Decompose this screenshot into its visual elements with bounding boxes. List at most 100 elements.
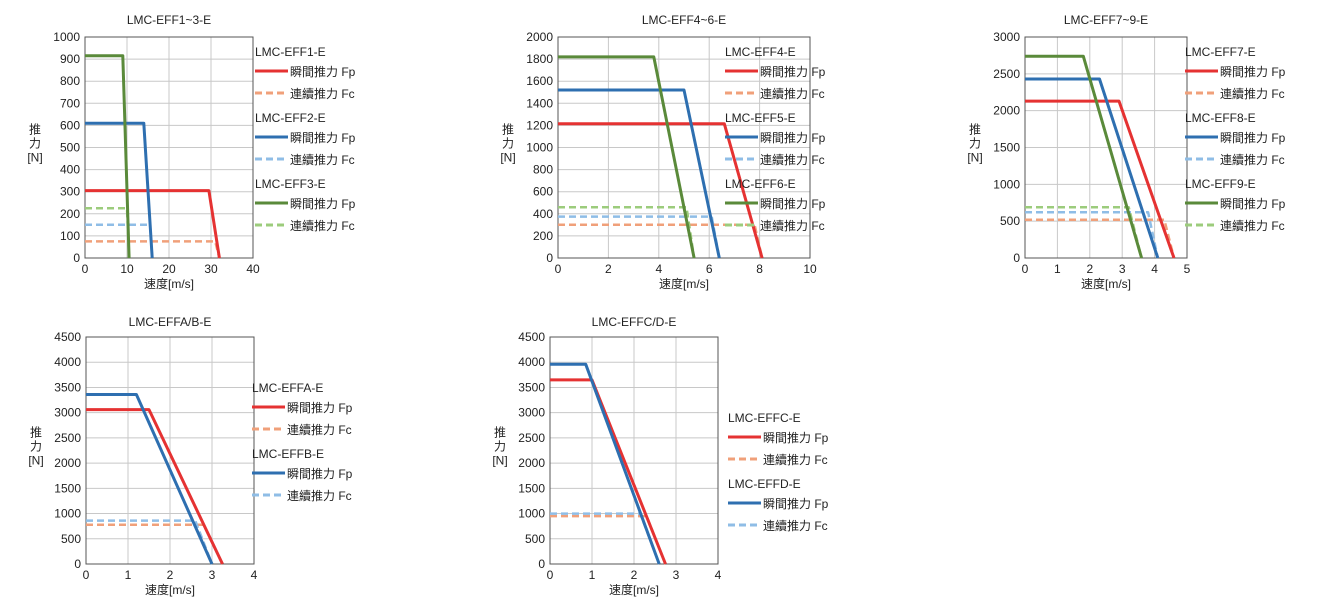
- y-tick-label: 0: [546, 251, 553, 265]
- chart-title: LMC-EFFC/D-E: [592, 315, 677, 329]
- legend-label: 瞬間推力 Fp: [763, 497, 829, 511]
- x-tick-label: 10: [120, 262, 134, 276]
- y-tick-label: 0: [73, 251, 80, 265]
- x-tick-label: 0: [1022, 262, 1029, 276]
- legend-label: 瞬間推力 Fp: [290, 131, 356, 145]
- y-tick-label: 0: [74, 557, 81, 571]
- legend-group-header: LMC-EFF4-E: [725, 45, 796, 59]
- chart-title: LMC-EFFA/B-E: [129, 315, 212, 329]
- chart-panel-eff1-3: LMC-EFF1~3-E 0 100 200 300 400 500 600 700 800 900…: [0, 0, 440, 300]
- series-line: [1025, 54, 1144, 259]
- y-tick-label: 0: [538, 557, 545, 571]
- y-tick-label: 200: [60, 207, 80, 221]
- y-axis-label: [N]: [27, 151, 42, 165]
- y-tick-label: 100: [60, 229, 80, 243]
- y-axis-label: 推: [494, 426, 506, 440]
- y-tick-label: 400: [533, 207, 553, 221]
- y-tick-label: 2500: [993, 67, 1020, 81]
- series-line: [85, 207, 131, 259]
- y-axis-label: [N]: [500, 151, 515, 165]
- chart-title: LMC-EFF4~6-E: [642, 13, 726, 27]
- y-tick-label: 500: [61, 532, 81, 546]
- plot-frame: [1024, 36, 1188, 259]
- y-axis-label: [N]: [28, 454, 43, 468]
- x-tick-label: 10: [803, 262, 817, 276]
- y-tick-label: 1200: [526, 118, 553, 132]
- y-axis-label: 推: [29, 123, 41, 137]
- y-tick-label: 800: [533, 163, 553, 177]
- series-line: [558, 223, 764, 259]
- series-line: [1025, 99, 1176, 259]
- series-line: [1025, 205, 1143, 259]
- legend-group-header: LMC-EFF6-E: [725, 177, 796, 191]
- legend-label: 瞬間推力 Fp: [760, 65, 826, 79]
- y-tick-label: 3000: [993, 30, 1020, 44]
- y-tick-label: 2000: [54, 456, 81, 470]
- y-axis-label: 力: [494, 440, 506, 454]
- plot-frame: [557, 36, 811, 259]
- legend-label: 連續推力 Fc: [290, 218, 355, 233]
- series-line: [86, 519, 214, 565]
- y-axis-label: 力: [502, 137, 514, 151]
- legend-label: 連續推力 Fc: [1220, 152, 1285, 167]
- y-tick-label: 500: [525, 532, 545, 546]
- series-line: [558, 55, 696, 259]
- y-tick-label: 1000: [518, 507, 545, 521]
- x-tick-label: 30: [204, 262, 218, 276]
- legend-group-header: LMC-EFF1-E: [255, 45, 326, 59]
- legend-label: 連續推力 Fc: [760, 218, 825, 233]
- x-tick-label: 4: [1151, 262, 1158, 276]
- legend-label: 連續推力 Fc: [290, 152, 355, 167]
- y-tick-label: 4500: [54, 330, 81, 344]
- y-tick-label: 2500: [518, 431, 545, 445]
- chart-svg: LMC-EFFA/B-E 0 500 1000 1500 2000 2500 3000 3500…: [28, 315, 353, 597]
- y-axis-label: [N]: [967, 151, 982, 165]
- y-tick-label: 0: [1013, 251, 1020, 265]
- legend-label: 瞬間推力 Fp: [760, 197, 826, 211]
- legend-group-header: LMC-EFF8-E: [1185, 111, 1256, 125]
- legend-label: 連續推力 Fc: [290, 86, 355, 101]
- legend-group-header: LMC-EFF7-E: [1185, 45, 1256, 59]
- x-tick-label: 4: [655, 262, 662, 276]
- series-line: [558, 122, 764, 259]
- y-tick-label: 4000: [518, 355, 545, 369]
- legend-label: 連續推力 Fc: [763, 518, 828, 533]
- y-tick-label: 1500: [518, 481, 545, 495]
- chart-title: LMC-EFF7~9-E: [1064, 13, 1148, 27]
- legend-label: 瞬間推力 Fp: [287, 467, 353, 481]
- series-line: [558, 205, 696, 259]
- y-tick-label: 1800: [526, 52, 553, 66]
- y-tick-label: 500: [60, 141, 80, 155]
- x-tick-label: 20: [162, 262, 176, 276]
- y-tick-label: 2000: [518, 456, 545, 470]
- legend-group-header: LMC-EFF2-E: [255, 111, 326, 125]
- y-axis-label: [N]: [492, 454, 507, 468]
- y-tick-label: 1400: [526, 96, 553, 110]
- y-tick-label: 1500: [54, 481, 81, 495]
- y-tick-label: 600: [60, 118, 80, 132]
- y-axis-label: 推: [969, 123, 981, 137]
- y-tick-label: 4000: [54, 355, 81, 369]
- series-line: [86, 408, 224, 565]
- legend-group-header: LMC-EFF5-E: [725, 111, 796, 125]
- y-tick-label: 1000: [526, 141, 553, 155]
- y-tick-label: 1000: [53, 30, 80, 44]
- x-tick-label: 4: [715, 568, 722, 582]
- y-tick-label: 1000: [54, 507, 81, 521]
- legend-label: 瞬間推力 Fp: [760, 131, 826, 145]
- y-tick-label: 3000: [518, 406, 545, 420]
- y-tick-label: 1000: [993, 177, 1020, 191]
- x-tick-label: 0: [547, 568, 554, 582]
- y-tick-label: 700: [60, 96, 80, 110]
- y-tick-label: 3000: [54, 406, 81, 420]
- legend-group-header: LMC-EFFA-E: [252, 381, 323, 395]
- series-line: [558, 88, 721, 259]
- chart-svg: LMC-EFF7~9-E 0 500 1000 1500 2000 2500 3000 0 1 2 3…: [967, 13, 1285, 291]
- x-tick-label: 5: [1184, 262, 1191, 276]
- x-tick-label: 6: [706, 262, 713, 276]
- chart-panel-effa-b: LMC-EFFA/B-E 0 500 1000 1500 2000 2500 3000 3500…: [0, 300, 440, 597]
- x-tick-label: 3: [673, 568, 680, 582]
- legend-label: 連續推力 Fc: [760, 152, 825, 167]
- series-line: [558, 215, 721, 259]
- legend-group-header: LMC-EFFB-E: [252, 447, 324, 461]
